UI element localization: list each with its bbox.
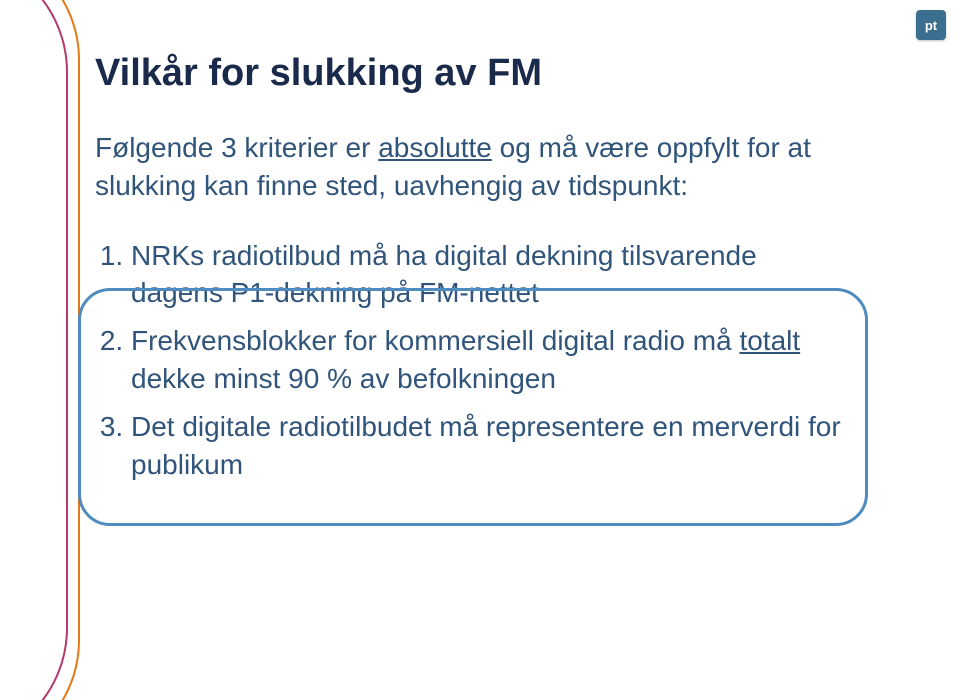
subtitle: Følgende 3 kriterier er absolutte og må … bbox=[95, 129, 885, 205]
logo-text: pt bbox=[925, 18, 937, 33]
pt-logo: pt bbox=[916, 10, 946, 40]
item-2-pre: Frekvensblokker for kommersiell digital … bbox=[131, 325, 739, 356]
item-2-post: dekke minst 90 % av befolkningen bbox=[131, 363, 556, 394]
item-3-text: Det digitale radiotilbudet må represente… bbox=[131, 411, 841, 480]
content-area: Vilkår for slukking av FM Følgende 3 kri… bbox=[95, 52, 885, 493]
slide: pt Vilkår for slukking av FM Følgende 3 … bbox=[0, 0, 960, 700]
list-item: Det digitale radiotilbudet må represente… bbox=[131, 408, 885, 484]
subtitle-underlined: absolutte bbox=[378, 132, 492, 163]
list-item: Frekvensblokker for kommersiell digital … bbox=[131, 322, 885, 398]
page-title: Vilkår for slukking av FM bbox=[95, 52, 885, 95]
subtitle-pre: Følgende 3 kriterier er bbox=[95, 132, 378, 163]
list-item: NRKs radiotilbud må ha digital dekning t… bbox=[131, 237, 885, 313]
item-1-text: NRKs radiotilbud må ha digital dekning t… bbox=[131, 240, 757, 309]
item-2-underlined: totalt bbox=[739, 325, 800, 356]
decorative-border-inner bbox=[0, 0, 68, 700]
criteria-list: NRKs radiotilbud må ha digital dekning t… bbox=[95, 237, 885, 484]
